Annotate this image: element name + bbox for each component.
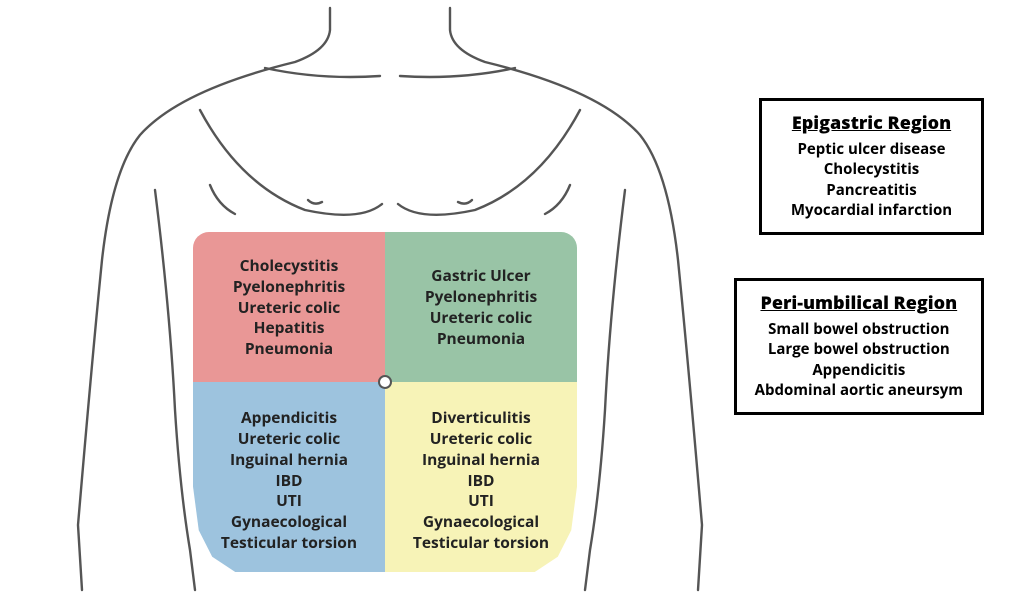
quadrant-item: Testicular torsion [221, 532, 357, 553]
navel-marker [378, 375, 392, 389]
quadrant-item: Cholecystitis [240, 255, 339, 276]
region-item: Myocardial infarction [780, 200, 963, 220]
periumbilical-items: Small bowel obstructionLarge bowel obstr… [755, 319, 963, 400]
region-item: Appendicitis [755, 360, 963, 380]
quadrant-item: Ureteric colic [430, 428, 533, 449]
quadrant-item: IBD [467, 470, 494, 491]
periumbilical-box: Peri-umbilical Region Small bowel obstru… [734, 278, 984, 415]
quadrant-item: Appendicitis [241, 407, 337, 428]
epigastric-items: Peptic ulcer diseaseCholecystitisPancrea… [780, 139, 963, 220]
quadrant-item: Ureteric colic [238, 428, 341, 449]
quadrant-item: Ureteric colic [430, 307, 533, 328]
periumbilical-title: Peri-umbilical Region [755, 291, 963, 315]
llq-quadrant: DiverticulitisUreteric colicInguinal her… [385, 382, 577, 572]
ruq-quadrant: CholecystitisPyelonephritisUreteric coli… [193, 232, 385, 382]
quadrant-item: Pyelonephritis [233, 276, 345, 297]
region-item: Peptic ulcer disease [780, 139, 963, 159]
abdominal-quadrants: CholecystitisPyelonephritisUreteric coli… [193, 232, 577, 572]
epigastric-box: Epigastric Region Peptic ulcer diseaseCh… [759, 98, 984, 235]
quadrant-item: Pyelonephritis [425, 286, 537, 307]
luq-quadrant: Gastric UlcerPyelonephritisUreteric coli… [385, 232, 577, 382]
quadrant-item: Ureteric colic [238, 297, 341, 318]
quadrant-item: Gynaecological [423, 511, 539, 532]
quadrant-item: UTI [468, 490, 494, 511]
quadrant-item: Pneumonia [437, 328, 525, 349]
quadrant-item: UTI [276, 490, 302, 511]
epigastric-title: Epigastric Region [780, 111, 963, 135]
quadrant-item: Diverticulitis [431, 407, 530, 428]
quadrant-item: Inguinal hernia [230, 449, 348, 470]
region-item: Large bowel obstruction [755, 339, 963, 359]
quadrant-item: Gynaecological [231, 511, 347, 532]
rlq-quadrant: AppendicitisUreteric colicInguinal herni… [193, 382, 385, 572]
quadrant-item: Hepatitis [254, 317, 325, 338]
quadrant-item: Gastric Ulcer [431, 265, 530, 286]
quadrant-item: IBD [275, 470, 302, 491]
quadrant-item: Testicular torsion [413, 532, 549, 553]
region-item: Pancreatitis [780, 180, 963, 200]
quadrant-item: Pneumonia [245, 338, 333, 359]
region-item: Abdominal aortic aneursym [755, 380, 963, 400]
region-item: Small bowel obstruction [755, 319, 963, 339]
quadrant-item: Inguinal hernia [422, 449, 540, 470]
region-item: Cholecystitis [780, 159, 963, 179]
